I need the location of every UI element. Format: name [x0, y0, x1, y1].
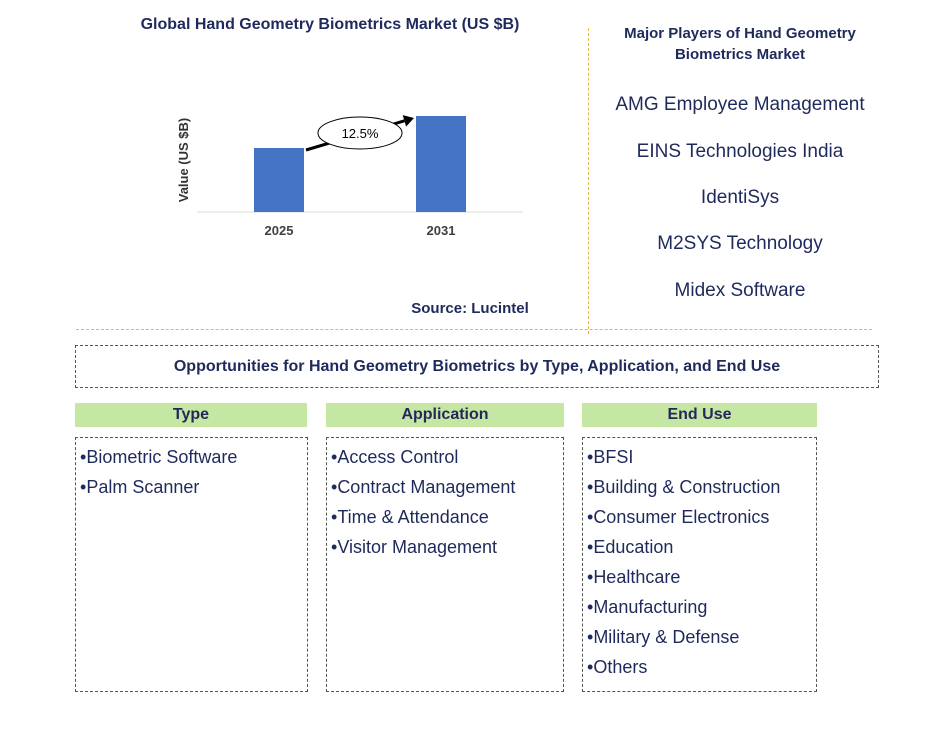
list-item: Healthcare [587, 562, 816, 592]
list-item: Military & Defense [587, 622, 816, 652]
list-item: Manufacturing [587, 592, 816, 622]
end-use-header: End Use [582, 403, 817, 427]
application-header: Application [326, 403, 564, 427]
player-item: AMG Employee Management [615, 94, 865, 115]
bar-chart: Value (US $B) 2025 2031 12.5% [176, 115, 523, 238]
x-tick-label: 2025 [265, 223, 294, 238]
list-item: Biometric Software [80, 442, 307, 472]
bar-2031 [416, 116, 466, 212]
application-list: Access ControlContract ManagementTime & … [331, 442, 563, 562]
cagr-label: 12.5% [342, 126, 379, 141]
cagr-bubble [317, 116, 403, 150]
bar-2025 [254, 148, 304, 212]
player-item: EINS Technologies India [636, 141, 844, 162]
y-axis-label: Value (US $B) [176, 118, 191, 203]
type-list: Biometric SoftwarePalm Scanner [80, 442, 307, 502]
application-list-box: Access ControlContract ManagementTime & … [326, 437, 564, 692]
player-item: Midex Software [674, 280, 806, 301]
list-item: BFSI [587, 442, 816, 472]
list-item: Contract Management [331, 472, 563, 502]
list-item: Education [587, 532, 816, 562]
list-item: Consumer Electronics [587, 502, 816, 532]
source-note: Source: Lucintel [411, 300, 529, 317]
x-tick-label: 2031 [427, 223, 456, 238]
type-header: Type [75, 403, 307, 427]
type-list-box: Biometric SoftwarePalm Scanner [75, 437, 308, 692]
player-item: M2SYS Technology [657, 233, 823, 254]
list-item: Palm Scanner [80, 472, 307, 502]
list-item: Time & Attendance [331, 502, 563, 532]
player-item: IdentiSys [700, 187, 780, 208]
opportunities-title: Opportunities for Hand Geometry Biometri… [75, 345, 879, 388]
end-use-list: BFSIBuilding & ConstructionConsumer Elec… [587, 442, 816, 682]
cagr-annotation: 12.5% [305, 115, 414, 152]
list-item: Building & Construction [587, 472, 816, 502]
vertical-divider [588, 28, 589, 334]
list-item: Others [587, 652, 816, 682]
end-use-list-box: BFSIBuilding & ConstructionConsumer Elec… [582, 437, 817, 692]
list-item: Visitor Management [331, 532, 563, 562]
horizontal-divider [76, 329, 872, 330]
chart-title: Global Hand Geometry Biometrics Market (… [140, 16, 520, 33]
players-title: Major Players of Hand Geometry Biometric… [624, 25, 856, 63]
list-item: Access Control [331, 442, 563, 472]
cagr-arrow-head [402, 115, 414, 127]
